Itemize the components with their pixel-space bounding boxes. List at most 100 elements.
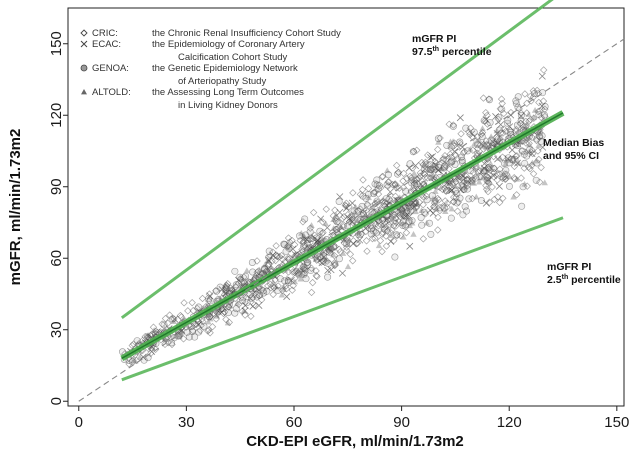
data-point xyxy=(409,148,417,156)
data-point xyxy=(336,248,345,256)
data-point xyxy=(165,311,174,319)
data-point xyxy=(344,210,352,219)
data-point xyxy=(460,178,468,186)
data-point xyxy=(289,245,297,253)
fit-lines xyxy=(78,0,625,402)
data-point xyxy=(409,164,417,172)
data-point xyxy=(370,188,378,196)
data-point xyxy=(419,201,427,209)
data-point xyxy=(205,295,213,303)
data-point xyxy=(462,124,470,132)
data-point xyxy=(283,242,292,250)
data-point xyxy=(370,190,378,198)
data-point xyxy=(330,216,337,223)
plot-frame xyxy=(67,7,625,407)
data-point xyxy=(395,184,404,192)
data-point xyxy=(170,318,178,324)
data-point xyxy=(473,193,480,200)
data-point xyxy=(391,180,399,188)
data-point xyxy=(355,207,363,215)
data-point xyxy=(352,203,359,210)
data-point xyxy=(458,156,466,164)
data-point xyxy=(497,95,506,103)
data-point xyxy=(141,332,149,341)
data-point xyxy=(356,205,365,213)
data-point xyxy=(498,99,506,108)
data-point xyxy=(402,222,410,230)
data-point xyxy=(232,283,240,291)
data-point xyxy=(258,285,266,294)
data-point xyxy=(533,157,540,164)
data-point xyxy=(483,120,492,128)
y-axis-title: mGFR, ml/min/1.73m2 xyxy=(7,129,24,286)
data-point xyxy=(330,251,339,260)
data-point xyxy=(319,228,327,237)
data-point xyxy=(432,188,439,194)
data-point xyxy=(470,179,478,186)
data-point xyxy=(339,269,346,277)
data-point xyxy=(521,159,529,167)
data-point xyxy=(449,198,458,206)
data-point xyxy=(373,176,381,184)
data-point xyxy=(387,232,394,238)
data-point xyxy=(356,230,364,238)
data-point xyxy=(307,264,316,272)
data-point xyxy=(507,108,515,117)
legend-abbr: ECAC: xyxy=(92,39,121,50)
data-point xyxy=(180,299,188,307)
data-point xyxy=(436,183,444,192)
data-point xyxy=(523,120,531,127)
data-point xyxy=(426,206,434,214)
legend-text: the Chronic Renal Insufficiency Cohort S… xyxy=(152,28,341,39)
data-point xyxy=(176,311,185,320)
data-point xyxy=(447,214,455,222)
y-tick-label: 150 xyxy=(48,31,65,56)
data-point xyxy=(161,314,170,323)
data-point xyxy=(496,105,505,113)
data-point xyxy=(529,170,538,178)
data-point xyxy=(479,125,486,132)
data-point xyxy=(246,294,254,302)
data-point xyxy=(518,147,526,155)
data-point xyxy=(498,153,507,161)
data-point xyxy=(161,325,168,332)
data-point xyxy=(316,227,324,235)
data-point xyxy=(526,141,533,148)
data-point xyxy=(479,94,488,102)
data-point xyxy=(231,267,239,275)
data-point xyxy=(305,256,312,263)
data-point xyxy=(486,119,494,127)
prediction-interval-line xyxy=(120,0,554,320)
data-point xyxy=(358,211,366,219)
data-point xyxy=(391,192,400,201)
legend-text-cont: in Living Kidney Donors xyxy=(178,100,278,111)
data-point xyxy=(308,222,315,228)
x-axis-title: CKD-EPI eGFR, ml/min/1.73m2 xyxy=(246,433,464,450)
data-point xyxy=(481,117,489,125)
data-point xyxy=(293,267,301,275)
data-point xyxy=(442,156,450,164)
data-point xyxy=(191,333,199,341)
annotation-line1: mGFR PI xyxy=(547,261,591,273)
data-point xyxy=(335,245,343,254)
data-point xyxy=(498,174,507,183)
data-point xyxy=(367,230,375,238)
data-point xyxy=(278,291,286,298)
data-point xyxy=(353,239,362,247)
data-point xyxy=(399,183,408,192)
data-point xyxy=(164,319,172,327)
data-point xyxy=(283,274,291,281)
data-point xyxy=(485,179,493,186)
data-point xyxy=(392,214,400,223)
data-point xyxy=(231,283,240,291)
data-point xyxy=(381,218,389,227)
data-point xyxy=(532,176,540,184)
data-point xyxy=(476,141,484,150)
data-point xyxy=(330,258,339,267)
circle-icon xyxy=(80,64,88,72)
data-point xyxy=(392,222,400,230)
data-point xyxy=(467,145,474,152)
data-point xyxy=(537,163,545,172)
data-point xyxy=(269,248,277,256)
